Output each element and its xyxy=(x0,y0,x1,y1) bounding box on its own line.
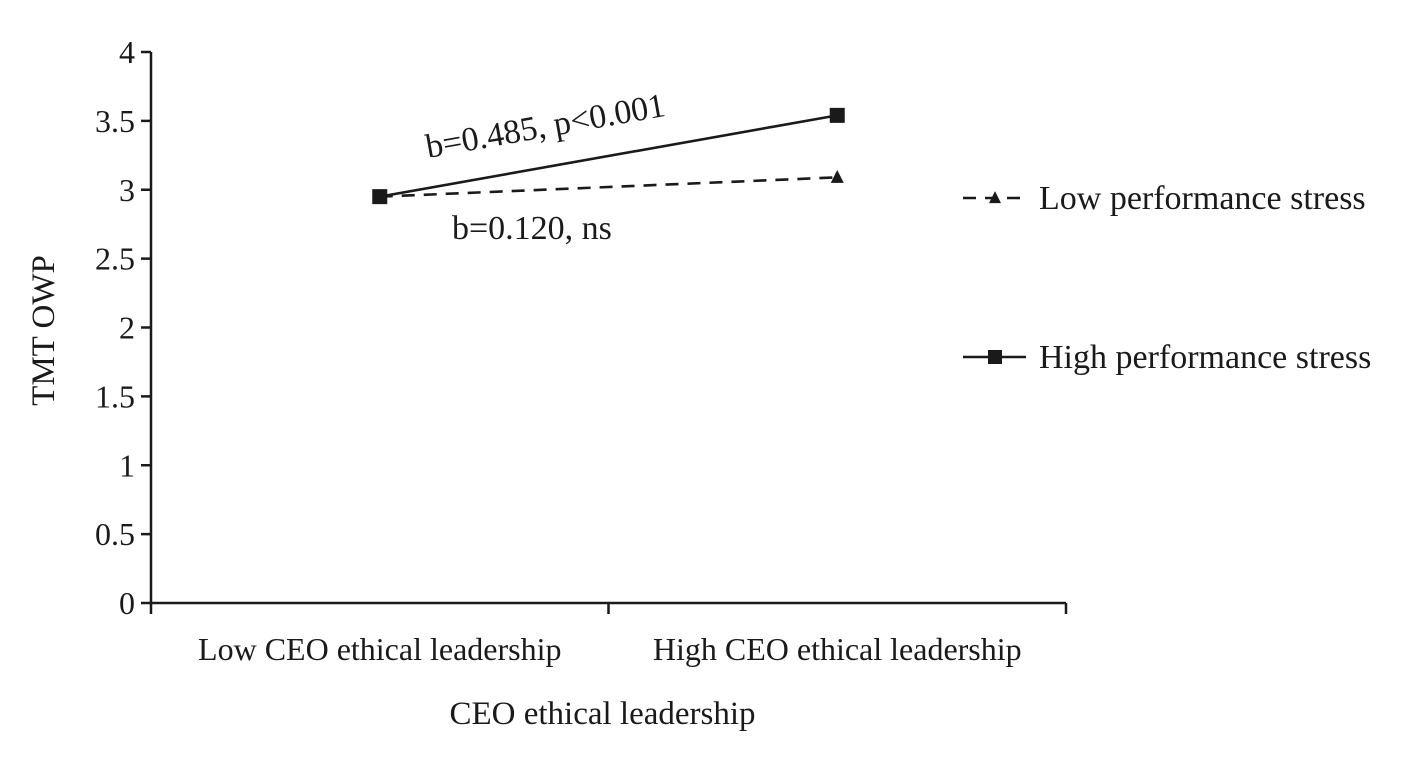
legend-marker xyxy=(988,350,1002,364)
series-line-low-performance-stress xyxy=(379,176,838,198)
x-tick-label: Low CEO ethical leadership xyxy=(198,631,561,667)
legend-entry-low-performance-stress: Low performance stress xyxy=(963,180,1366,217)
y-tick-label: 1 xyxy=(119,447,135,483)
y-tick-label: 3.5 xyxy=(95,103,135,139)
legend-entry-high-performance-stress: High performance stress xyxy=(963,339,1371,376)
slope-annotation-low-stress: b=0.120, ns xyxy=(452,210,612,247)
y-tick-label: 3 xyxy=(119,172,135,208)
y-tick-label: 1.5 xyxy=(95,378,135,414)
y-tick-label: 0.5 xyxy=(95,516,135,552)
data-point-low-performance-stress xyxy=(830,169,844,183)
data-point-high-performance-stress xyxy=(372,189,388,205)
x-tick-label: High CEO ethical leadership xyxy=(653,631,1022,667)
data-point-high-performance-stress xyxy=(829,107,845,123)
slope-annotation-high-stress: b=0.485, p<0.001 xyxy=(423,87,668,166)
legend-label: Low performance stress xyxy=(1039,180,1366,217)
legend-label: High performance stress xyxy=(1039,339,1371,376)
y-tick-label: 4 xyxy=(119,34,135,70)
series-line-high-performance-stress xyxy=(379,114,838,198)
legend-marker xyxy=(989,191,1001,204)
y-axis-title: TMT OWP xyxy=(26,255,62,406)
y-tick-label: 0 xyxy=(119,585,135,621)
x-axis-title: CEO ethical leadership xyxy=(449,696,755,732)
y-tick-label: 2.5 xyxy=(95,241,135,277)
y-tick-label: 2 xyxy=(119,310,135,346)
